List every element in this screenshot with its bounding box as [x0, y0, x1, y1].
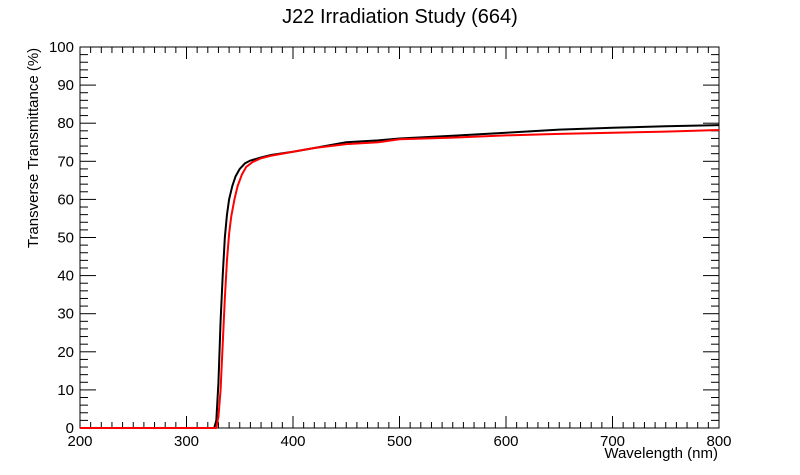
plot-frame	[79, 46, 720, 429]
series-layer	[80, 124, 720, 429]
y-tick-label: 80	[57, 115, 74, 132]
x-tick-label: 400	[280, 433, 305, 450]
y-tick-label: 50	[57, 230, 74, 247]
y-axis-label: Transverse Transmittance (%)	[25, 48, 42, 248]
x-tick-label: 500	[387, 433, 412, 450]
y-tick-label: 40	[57, 268, 74, 285]
chart-title: J22 Irradiation Study (664)	[282, 6, 518, 28]
y-tick-label: 90	[57, 77, 74, 94]
series-line-red	[80, 129, 720, 429]
y-tick-label: 60	[57, 191, 74, 208]
series-line-black	[80, 124, 720, 429]
x-tick-label: 200	[67, 433, 92, 450]
x-axis-label: Wavelength (nm)	[604, 445, 718, 462]
tick-labels: 200 300 400 500 600 700 800 0 10 20 30 40 50 60 70 80 90…	[49, 39, 732, 450]
y-tick-label: 70	[57, 153, 74, 170]
x-tick-label: 300	[174, 433, 199, 450]
x-tick-label: 600	[493, 433, 518, 450]
y-tick-label: 0	[66, 420, 74, 437]
x-tick-label: 700	[600, 433, 625, 450]
y-tick-label: 20	[57, 344, 74, 361]
axis-ticks	[79, 46, 720, 429]
x-tick-label: 800	[706, 433, 731, 450]
y-tick-label: 10	[57, 382, 74, 399]
y-tick-label: 100	[49, 39, 74, 56]
y-tick-label: 30	[57, 306, 74, 323]
